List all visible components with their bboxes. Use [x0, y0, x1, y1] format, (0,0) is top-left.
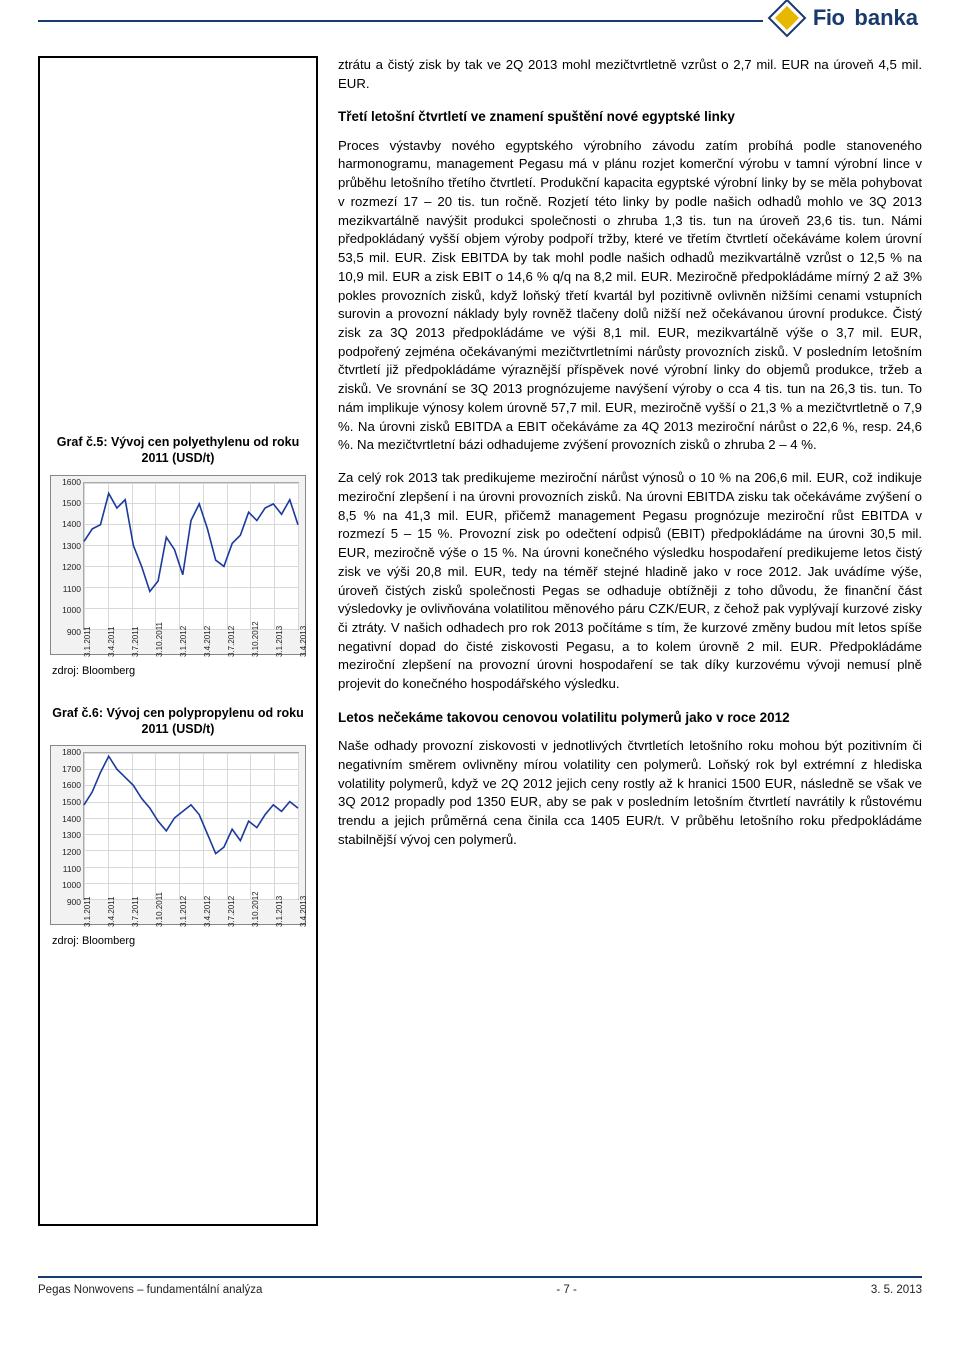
- footer-left: Pegas Nonwovens – fundamentální analýza: [38, 1284, 262, 1296]
- footer: Pegas Nonwovens – fundamentální analýza …: [38, 1276, 922, 1296]
- top-rule: Fio banka: [38, 20, 922, 22]
- chart-5-source: zdroj: Bloomberg: [52, 665, 310, 677]
- paragraph-1: ztrátu a čistý zisk by tak ve 2Q 2013 mo…: [338, 56, 922, 93]
- chart-6-source: zdroj: Bloomberg: [52, 935, 310, 947]
- logo-text-banka: banka: [854, 5, 918, 31]
- sidebar: Graf č.5: Vývoj cen polyethylenu od roku…: [38, 56, 318, 1226]
- paragraph-2: Proces výstavby nového egyptského výrobn…: [338, 137, 922, 455]
- footer-right: 3. 5. 2013: [871, 1284, 922, 1296]
- chart-5-title: Graf č.5: Vývoj cen polyethylenu od roku…: [46, 434, 310, 467]
- sidebar-spacer: [46, 66, 310, 406]
- footer-center: - 7 -: [556, 1284, 576, 1296]
- chart-5-plot: 90010001100120013001400150016003.1.20113…: [50, 475, 306, 655]
- page: Fio banka Graf č.5: Vývoj cen polyethyle…: [0, 0, 960, 1368]
- chart-6-title: Graf č.6: Vývoj cen polypropylenu od rok…: [46, 705, 310, 738]
- chart-6: Graf č.6: Vývoj cen polypropylenu od rok…: [46, 705, 310, 948]
- logo-mark-icon: [767, 0, 807, 38]
- chart-5-inner: [83, 482, 299, 630]
- chart-6-inner: [83, 752, 299, 900]
- chart-5: Graf č.5: Vývoj cen polyethylenu od roku…: [46, 434, 310, 677]
- sidebar-frame: Graf č.5: Vývoj cen polyethylenu od roku…: [38, 56, 318, 1226]
- content: Graf č.5: Vývoj cen polyethylenu od roku…: [38, 56, 922, 1226]
- logo: Fio banka: [763, 0, 922, 38]
- heading-1: Třetí letošní čtvrtletí ve znamení spušt…: [338, 107, 922, 126]
- paragraph-4: Naše odhady provozní ziskovosti v jednot…: [338, 737, 922, 849]
- paragraph-3: Za celý rok 2013 tak predikujeme meziroč…: [338, 469, 922, 694]
- chart-6-plot: 9001000110012001300140015001600170018003…: [50, 745, 306, 925]
- main-text: ztrátu a čistý zisk by tak ve 2Q 2013 mo…: [338, 56, 922, 1226]
- logo-text-fio: Fio: [813, 5, 845, 31]
- heading-2: Letos nečekáme takovou cenovou volatilit…: [338, 708, 922, 727]
